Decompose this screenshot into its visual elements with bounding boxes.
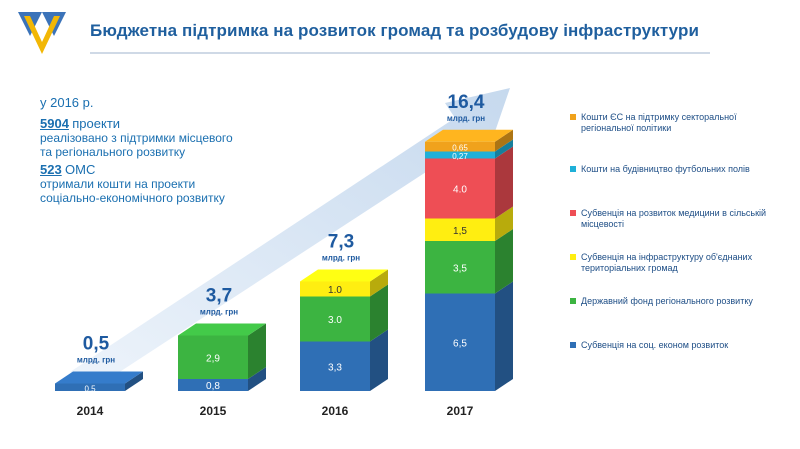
total-value-2016: 7,3 [328, 232, 354, 253]
total-unit-2015: млрд. грн [200, 308, 238, 317]
legend-label: Кошти ЄС на підтримку секторальної регіо… [581, 112, 737, 133]
growth-arrow [70, 88, 510, 390]
bar-side-2016-0 [370, 329, 388, 391]
legend-swatch [570, 166, 576, 172]
bar-segment-2017-5 [425, 141, 495, 152]
data-label-2015-0: 0,8 [206, 381, 220, 392]
total-unit-2016: млрд. грн [322, 254, 360, 263]
bar-top-2017 [425, 129, 513, 142]
x-tick-2017: 2017 [447, 404, 474, 418]
x-tick-2014: 2014 [77, 404, 104, 418]
bar-side-2017-1 [495, 229, 513, 294]
legend-label: Субвенція на інфраструктуру об'єднаних т… [581, 252, 753, 273]
bar-side-2015-0 [248, 367, 266, 391]
bar-segment-2017-1 [425, 241, 495, 294]
bar-top-2015 [178, 323, 266, 336]
data-label-2017-3: 4.0 [453, 185, 467, 196]
bar-segment-2017-2 [425, 218, 495, 241]
bar-side-2017-5 [495, 129, 513, 152]
summary-panel: у 2016 р. 5904 проекти реалізовано з під… [40, 96, 240, 209]
x-tick-2015: 2015 [200, 404, 227, 418]
legend-label: Субвенція на соц. економ розвиток [581, 340, 729, 350]
bar-side-2015-1 [248, 323, 266, 379]
total-unit-2014: млрд. грн [77, 356, 115, 365]
total-value-2017: 16,4 [448, 92, 485, 113]
oms-count: 523 [40, 162, 62, 177]
data-label-2017-0: 6,5 [453, 338, 467, 349]
bar-top-2014 [55, 371, 143, 384]
projects-unit: проекти [72, 116, 121, 131]
legend-swatch [570, 114, 576, 120]
bar-segment-2017-0 [425, 293, 495, 391]
summary-year: у 2016 р. [40, 95, 94, 110]
total-value-2015: 3,7 [206, 286, 232, 307]
summary-oms: 523 ОМС отримали кошти на проекти соціал… [40, 162, 240, 206]
projects-count: 5904 [40, 116, 69, 131]
total-value-2014: 0,5 [83, 334, 110, 355]
x-tick-2016: 2016 [322, 404, 349, 418]
summary-projects: 5904 проекти реалізовано з підтримки міс… [40, 116, 240, 160]
bar-segment-2014-0 [55, 383, 125, 391]
bar-side-2017-4 [495, 139, 513, 159]
data-label-2017-4: 0,27 [452, 152, 468, 161]
data-label-2016-1: 3.0 [328, 315, 342, 326]
legend-label: Державний фонд регіонального розвитку [581, 296, 753, 306]
legend-swatch [570, 210, 576, 216]
oms-text: отримали кошти на проекти соціально-екон… [40, 177, 225, 205]
header: Бюджетна підтримка на розвиток громад та… [0, 0, 800, 70]
data-label-2014-0: 0,5 [84, 384, 96, 393]
total-unit-2017: млрд. грн [447, 114, 485, 123]
data-label-2015-1: 2,9 [206, 353, 220, 364]
bar-segment-2016-0 [300, 341, 370, 391]
bar-side-2016-1 [370, 284, 388, 342]
bar-side-2017-0 [495, 281, 513, 391]
bar-segment-2015-0 [178, 379, 248, 391]
legend-swatch [570, 298, 576, 304]
legend-label: Субвенція на розвиток медицини в сільськ… [581, 208, 767, 229]
data-label-2016-0: 3,3 [328, 362, 342, 373]
bar-segment-2017-3 [425, 158, 495, 219]
bar-side-2014-0 [125, 371, 143, 391]
legend-swatch [570, 342, 576, 348]
oms-unit: ОМС [65, 162, 96, 177]
bar-side-2017-3 [495, 146, 513, 219]
data-label-2016-2: 1.0 [328, 285, 342, 296]
page-title: Бюджетна підтримка на розвиток громад та… [90, 21, 700, 40]
data-label-2017-2: 1,5 [453, 226, 467, 237]
data-label-2017-1: 3,5 [453, 263, 467, 274]
bar-segment-2017-4 [425, 151, 495, 159]
bar-segment-2016-2 [300, 281, 370, 297]
bar-top-2016 [300, 269, 388, 282]
projects-text: реалізовано з підтримки місцевого та рег… [40, 131, 233, 159]
legend-swatch [570, 254, 576, 260]
bar-segment-2016-1 [300, 296, 370, 342]
legend-label: Кошти на будівництво футбольних полів [581, 164, 750, 174]
logo-icon [18, 12, 66, 54]
bar-side-2017-2 [495, 206, 513, 241]
data-label-2017-5: 0,65 [452, 144, 468, 153]
header-divider [90, 52, 710, 54]
bar-side-2016-2 [370, 269, 388, 297]
bar-segment-2015-1 [178, 335, 248, 379]
